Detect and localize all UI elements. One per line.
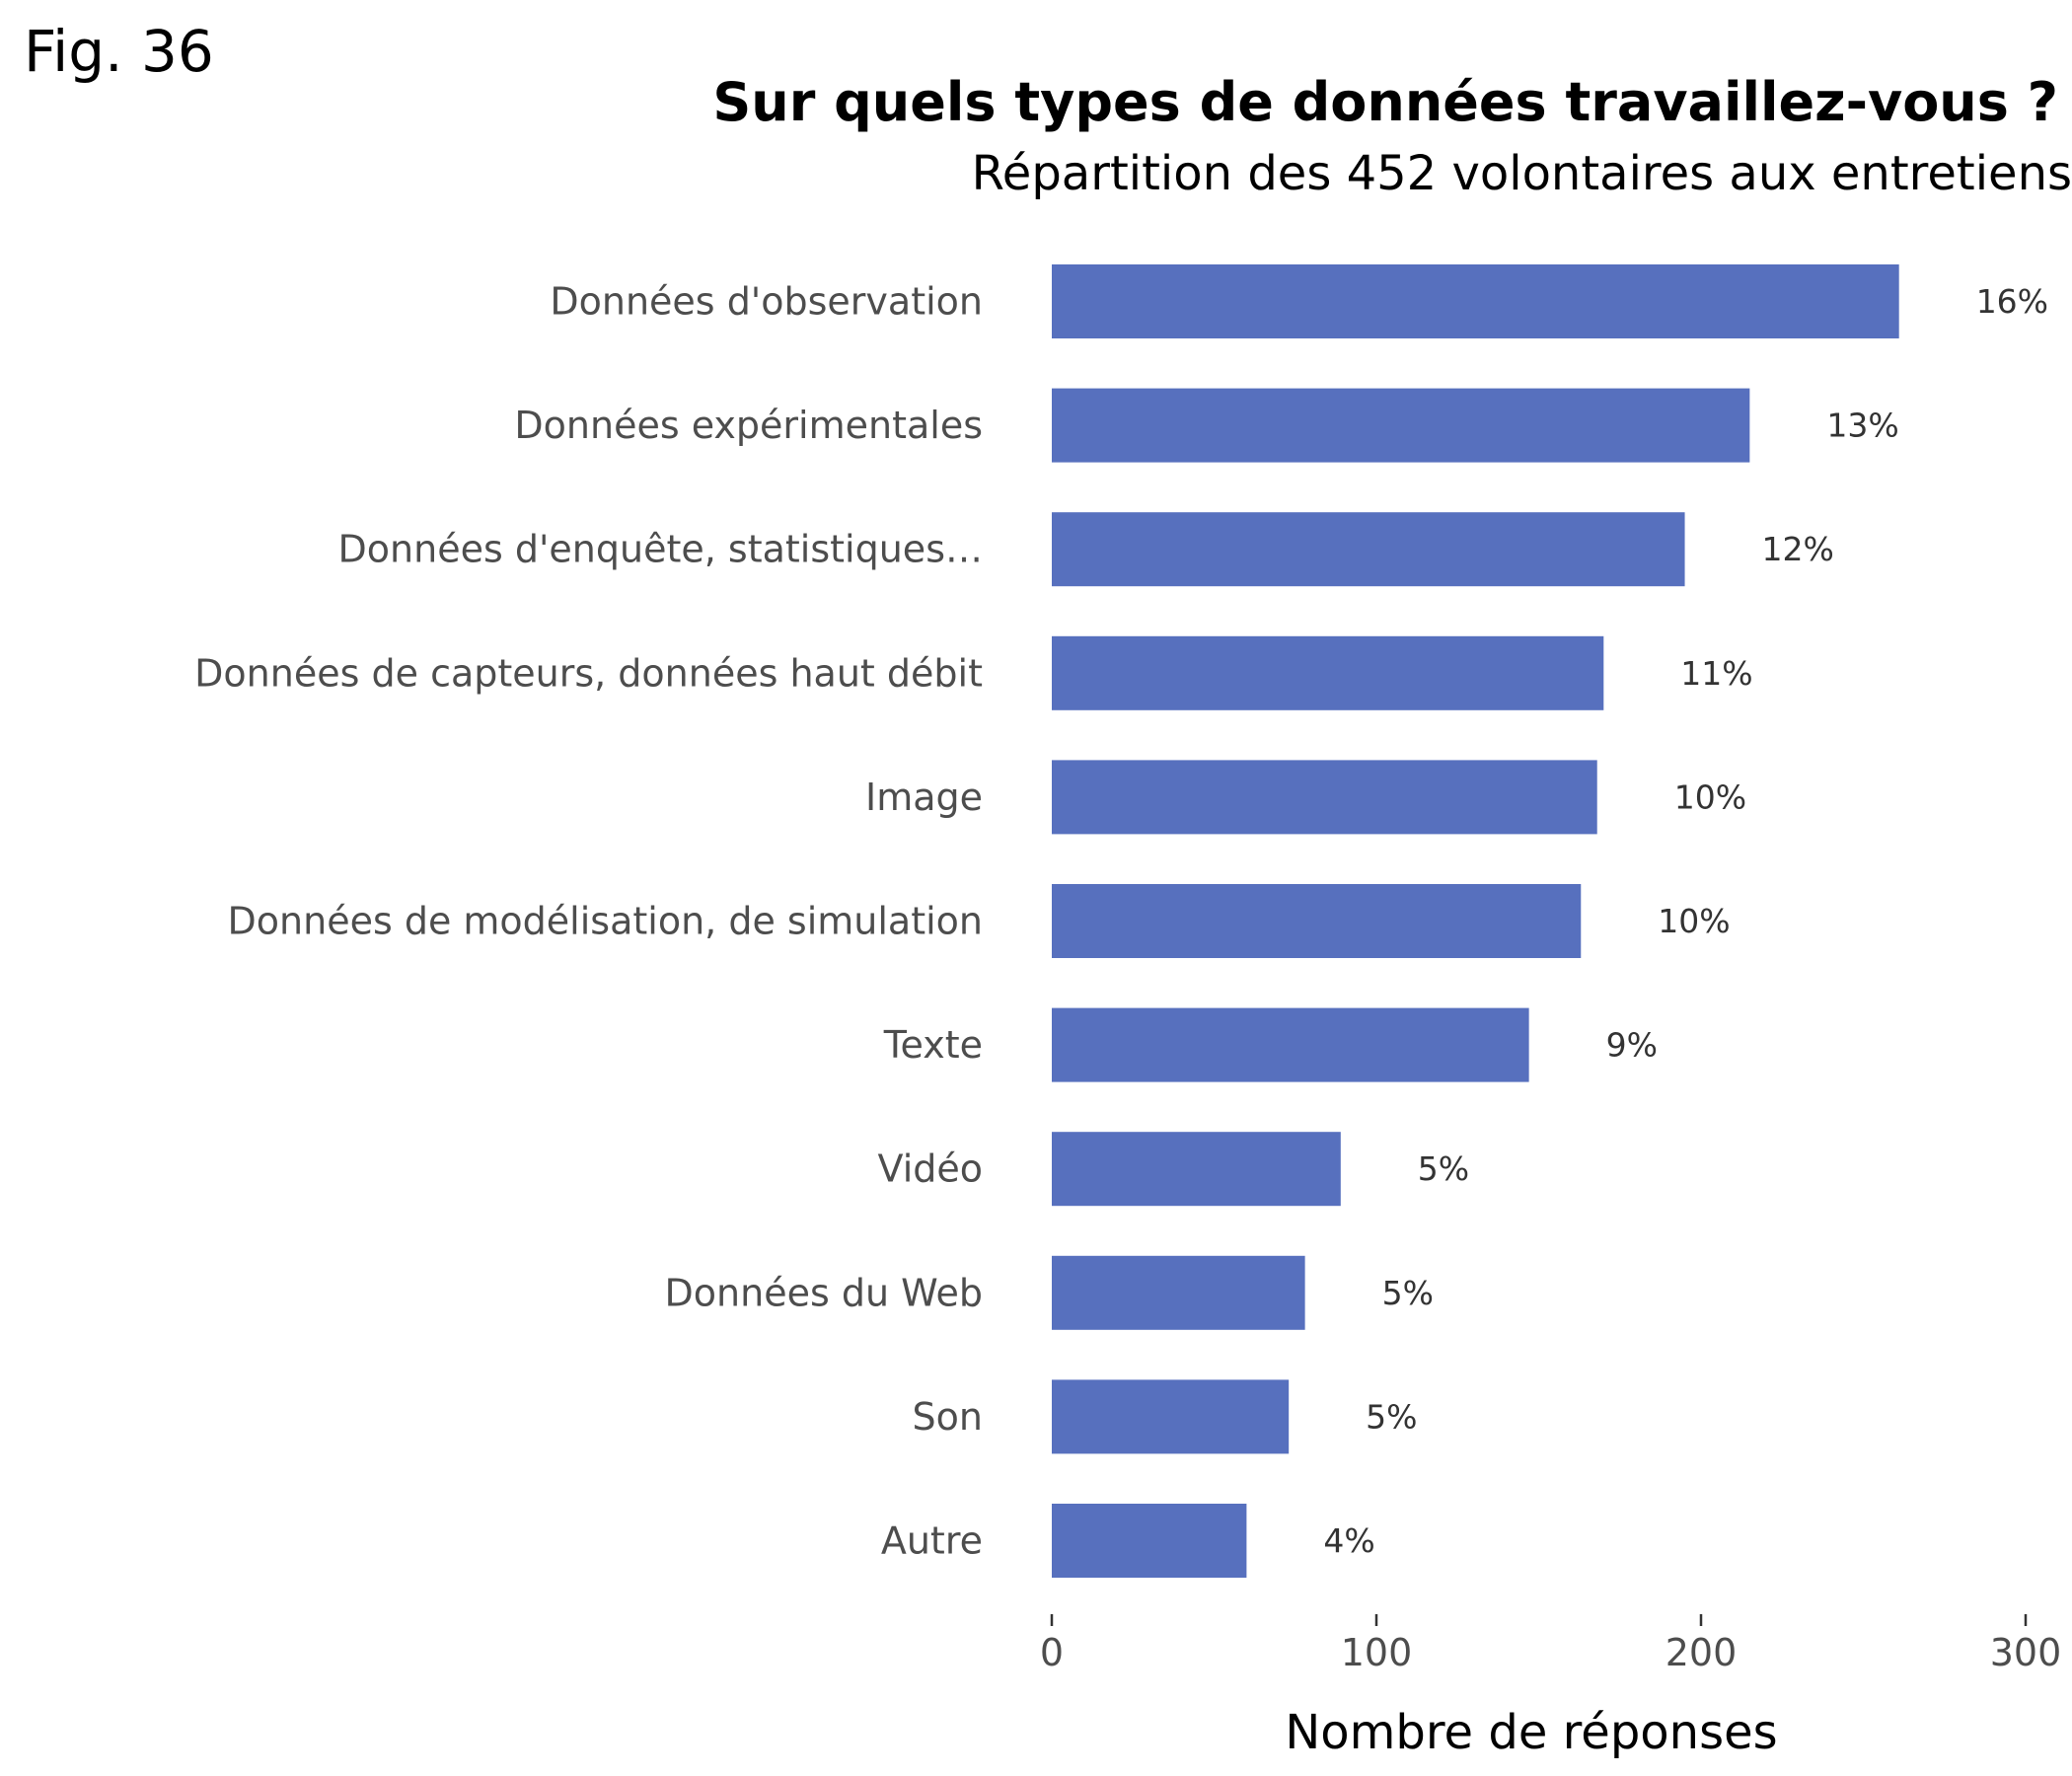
x-tick-label: 200 — [1665, 1631, 1738, 1674]
bar — [1052, 1379, 1290, 1454]
bar — [1052, 884, 1582, 958]
bar — [1052, 1132, 1341, 1207]
data-label: 5% — [1418, 1149, 1469, 1188]
bar — [1052, 264, 1899, 338]
category-label: Données d'enquête, statistiques… — [338, 528, 983, 571]
bars-group — [1052, 264, 1899, 1578]
figure-label: Fig. 36 — [24, 18, 214, 85]
x-tick-label: 100 — [1341, 1631, 1413, 1674]
data-label: 9% — [1606, 1026, 1658, 1065]
category-label: Données expérimentales — [514, 404, 983, 447]
x-axis-title: Nombre de réponses — [1285, 1705, 1777, 1760]
data-label: 10% — [1658, 902, 1730, 940]
bar — [1052, 1255, 1305, 1330]
bar — [1052, 635, 1604, 710]
data-label: 11% — [1680, 654, 1752, 693]
chart-subtitle: Répartition des 452 volontaires aux entr… — [971, 146, 2072, 201]
category-label: Données de capteurs, données haut débit — [194, 651, 983, 695]
category-label: Image — [865, 776, 983, 819]
category-label: Autre — [881, 1519, 983, 1563]
data-label: 4% — [1323, 1521, 1374, 1560]
category-label: Données du Web — [665, 1271, 983, 1314]
data-label: 13% — [1826, 407, 1898, 445]
chart-title: Sur quels types de données travaillez-vo… — [712, 71, 2058, 133]
bar — [1052, 1504, 1247, 1578]
data-label: 5% — [1366, 1397, 1417, 1436]
category-labels: Données d'observation Données expérimenta… — [194, 280, 983, 1563]
bar — [1052, 1007, 1529, 1082]
value-labels: 16% 13% 12% 11% 10% 10% 9% 5% 5% 5% 4% — [1323, 282, 2048, 1560]
x-axis: 0 100 200 300 — [1040, 1614, 2061, 1674]
data-label: 10% — [1674, 777, 1746, 816]
x-tick-label: 0 — [1040, 1631, 1064, 1674]
category-label: Données d'observation — [550, 280, 983, 324]
data-label: 16% — [1976, 282, 2048, 321]
data-label: 5% — [1382, 1274, 1434, 1312]
category-label: Vidéo — [878, 1147, 983, 1191]
category-label: Données de modélisation, de simulation — [228, 900, 983, 943]
bar — [1052, 512, 1685, 587]
bar — [1052, 760, 1597, 835]
data-label: 12% — [1762, 530, 1834, 568]
category-label: Texte — [883, 1023, 983, 1067]
category-label: Son — [913, 1395, 983, 1439]
x-tick-label: 300 — [1990, 1631, 2062, 1674]
bar — [1052, 388, 1750, 463]
